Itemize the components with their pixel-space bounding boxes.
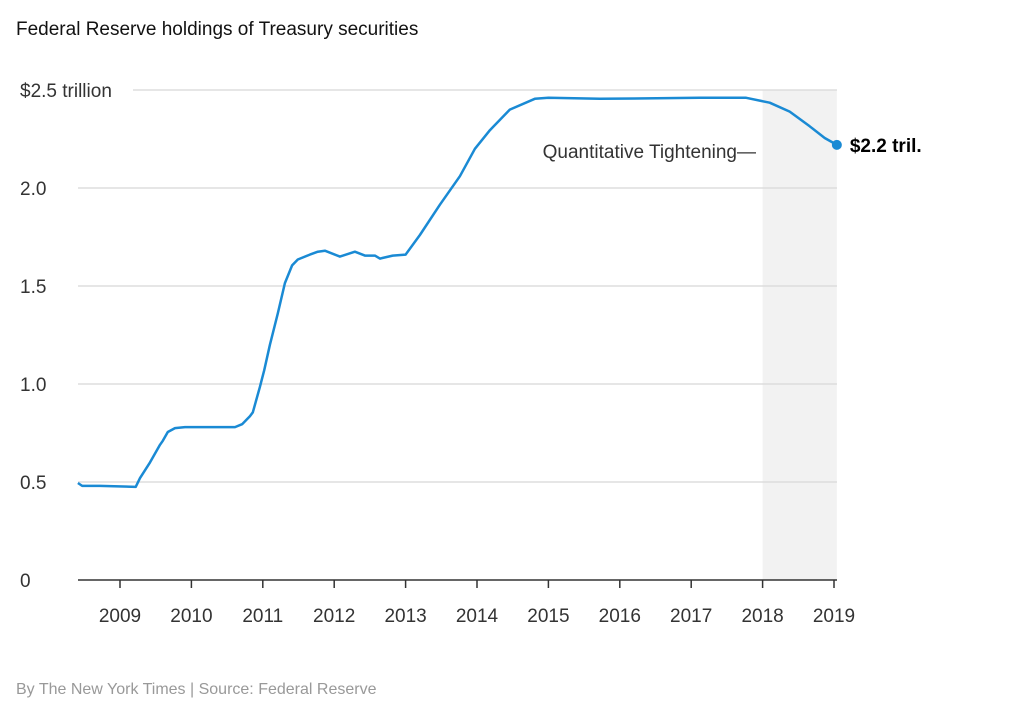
chart-credit: By The New York Times | Source: Federal … (16, 681, 377, 698)
x-tick-label: 2015 (527, 606, 569, 627)
y-tick-label: $2.5 trillion (20, 81, 112, 102)
end-point-marker (831, 139, 842, 150)
x-tick-label: 2013 (384, 606, 426, 627)
y-tick-label: 0 (20, 571, 31, 592)
y-tick-label: 2.0 (20, 179, 46, 200)
x-tick-label: 2019 (813, 606, 855, 627)
x-tick-label: 2018 (741, 606, 783, 627)
qt-annotation: Quantitative Tightening— (543, 142, 756, 163)
x-tick-label: 2017 (670, 606, 712, 627)
x-tick-label: 2011 (242, 606, 283, 627)
y-tick-label: 1.0 (20, 375, 46, 396)
shaded-region-qt (762, 90, 837, 580)
x-tick-label: 2012 (313, 606, 355, 627)
y-tick-label: 1.5 (20, 277, 46, 298)
end-value-label: $2.2 tril. (850, 136, 922, 157)
series-line-treasury-holdings (77, 96, 838, 489)
x-tick-label: 2009 (99, 606, 141, 627)
x-tick-label: 2010 (170, 606, 212, 627)
x-tick-label: 2014 (456, 606, 499, 627)
x-tick-label: 2016 (599, 606, 641, 627)
chart-title: Federal Reserve holdings of Treasury sec… (16, 19, 419, 40)
y-tick-label: 0.5 (20, 473, 46, 494)
